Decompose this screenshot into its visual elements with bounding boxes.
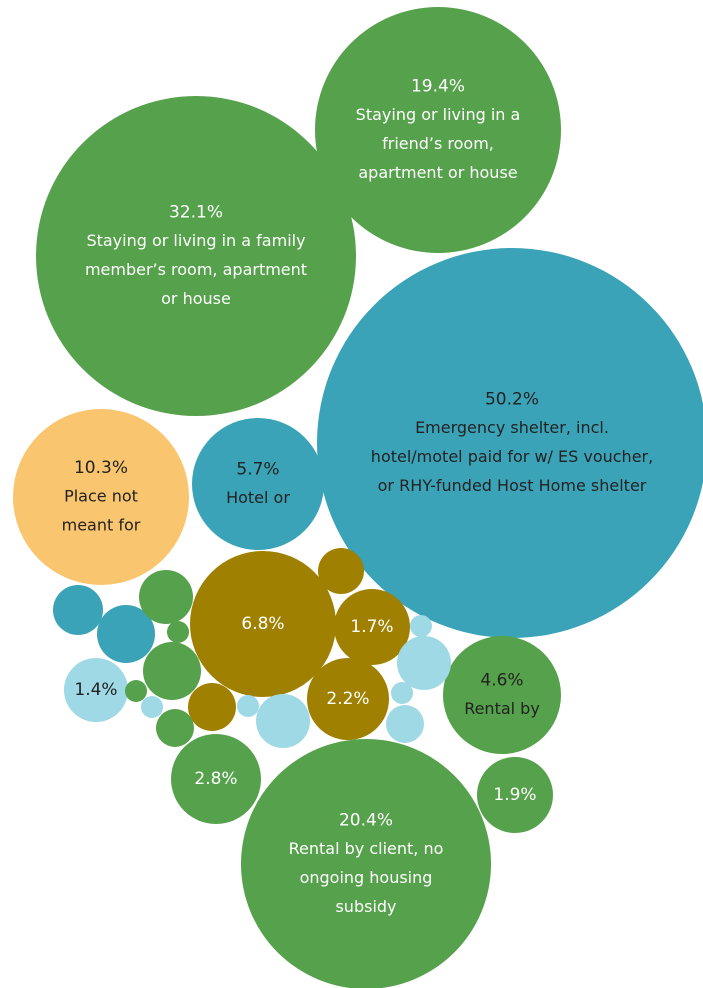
bubble: 5.7% Hotel or	[192, 418, 324, 550]
bubble	[125, 680, 147, 702]
bubble-circle	[443, 636, 561, 754]
bubble-category-label: or RHY-funded Host Home shelter	[378, 476, 647, 495]
bubble	[167, 621, 189, 643]
bubble	[141, 696, 163, 718]
bubble: 32.1% Staying or living in a family member…	[36, 96, 356, 416]
bubble-circle	[171, 734, 261, 824]
bubble	[156, 709, 194, 747]
bubble-value-label: 19.4%	[411, 77, 465, 97]
bubble-circle	[64, 658, 128, 722]
bubble-circle	[97, 605, 155, 663]
bubble: 1.9%	[477, 757, 553, 833]
bubble-circle	[318, 548, 364, 594]
bubble-category-label: Staying or living in a family	[86, 231, 305, 250]
bubble-circle	[190, 551, 336, 697]
bubble-circle	[315, 7, 561, 253]
bubble: 50.2% Emergency shelter, incl. hotel/motel…	[317, 248, 703, 638]
bubble: 20.4% Rental by client, no ongoing housing…	[241, 739, 491, 988]
bubble-circle	[256, 694, 310, 748]
bubble-category-label: subsidy	[335, 897, 396, 916]
bubble: 2.2%	[307, 658, 389, 740]
bubble-circle	[53, 585, 103, 635]
bubble-circle	[237, 695, 259, 717]
bubble-value-label: 1.7%	[350, 617, 393, 637]
bubble	[256, 694, 310, 748]
bubble-circle	[241, 739, 491, 988]
bubble	[386, 705, 424, 743]
bubble-category-label: Place not	[64, 487, 138, 506]
bubble	[391, 682, 413, 704]
bubble	[397, 636, 451, 690]
bubble-circle	[188, 683, 236, 731]
bubble-circle	[334, 589, 410, 665]
bubble: 10.3% Place not meant for	[13, 409, 189, 585]
bubble: 2.8%	[171, 734, 261, 824]
bubble-value-label: 5.7%	[236, 460, 279, 480]
bubble-category-label: meant for	[62, 516, 141, 535]
bubble-category-label: Emergency shelter, incl.	[415, 418, 609, 437]
bubble	[410, 615, 432, 637]
bubble-category-label: Staying or living in a	[356, 105, 521, 124]
bubble-circle	[156, 709, 194, 747]
bubble-circle	[141, 696, 163, 718]
bubble-category-label: member’s room, apartment	[85, 260, 307, 279]
bubble-value-label: 2.2%	[326, 689, 369, 709]
bubble	[237, 695, 259, 717]
bubble-value-label: 1.4%	[74, 680, 117, 700]
bubble-category-label: friend’s room,	[382, 134, 494, 153]
bubble-circle	[125, 680, 147, 702]
bubble-circle	[410, 615, 432, 637]
bubble: 1.7%	[334, 589, 410, 665]
bubble-circle	[36, 96, 356, 416]
bubble	[318, 548, 364, 594]
bubble-value-label: 32.1%	[169, 203, 223, 223]
bubble-circle	[13, 409, 189, 585]
bubble-circle	[397, 636, 451, 690]
bubble-category-label: ongoing housing	[300, 868, 433, 887]
bubble-circle	[143, 642, 201, 700]
bubble: 19.4% Staying or living in a friend’s room…	[315, 7, 561, 253]
bubble: 4.6% Rental by	[443, 636, 561, 754]
bubble-circle	[386, 705, 424, 743]
bubble-circle	[477, 757, 553, 833]
bubble-category-label: Rental by client, no	[289, 839, 444, 858]
bubble: 1.4%	[64, 658, 128, 722]
bubble-category-label: apartment or house	[358, 163, 517, 182]
bubble-value-label: 50.2%	[485, 390, 539, 410]
bubble-circle	[139, 570, 193, 624]
bubble	[143, 642, 201, 700]
bubble-value-label: 1.9%	[493, 785, 536, 805]
bubble-value-label: 20.4%	[339, 811, 393, 831]
bubble	[139, 570, 193, 624]
bubble-value-label: 4.6%	[480, 671, 523, 691]
bubble-circle	[192, 418, 324, 550]
bubble-circle	[391, 682, 413, 704]
bubble-circle	[167, 621, 189, 643]
bubble-value-label: 10.3%	[74, 458, 128, 478]
bubble-value-label: 2.8%	[194, 769, 237, 789]
bubble-circle	[307, 658, 389, 740]
bubble-value-label: 6.8%	[241, 614, 284, 634]
bubble: 6.8%	[190, 551, 336, 697]
bubble	[188, 683, 236, 731]
bubble-category-label: Rental by	[464, 699, 540, 718]
bubble-circle	[317, 248, 703, 638]
bubble-category-label: or house	[161, 289, 231, 308]
bubble-category-label: Hotel or	[226, 488, 290, 507]
bubble	[97, 605, 155, 663]
bubble-category-label: hotel/motel paid for w/ ES voucher,	[371, 447, 653, 466]
bubble	[53, 585, 103, 635]
